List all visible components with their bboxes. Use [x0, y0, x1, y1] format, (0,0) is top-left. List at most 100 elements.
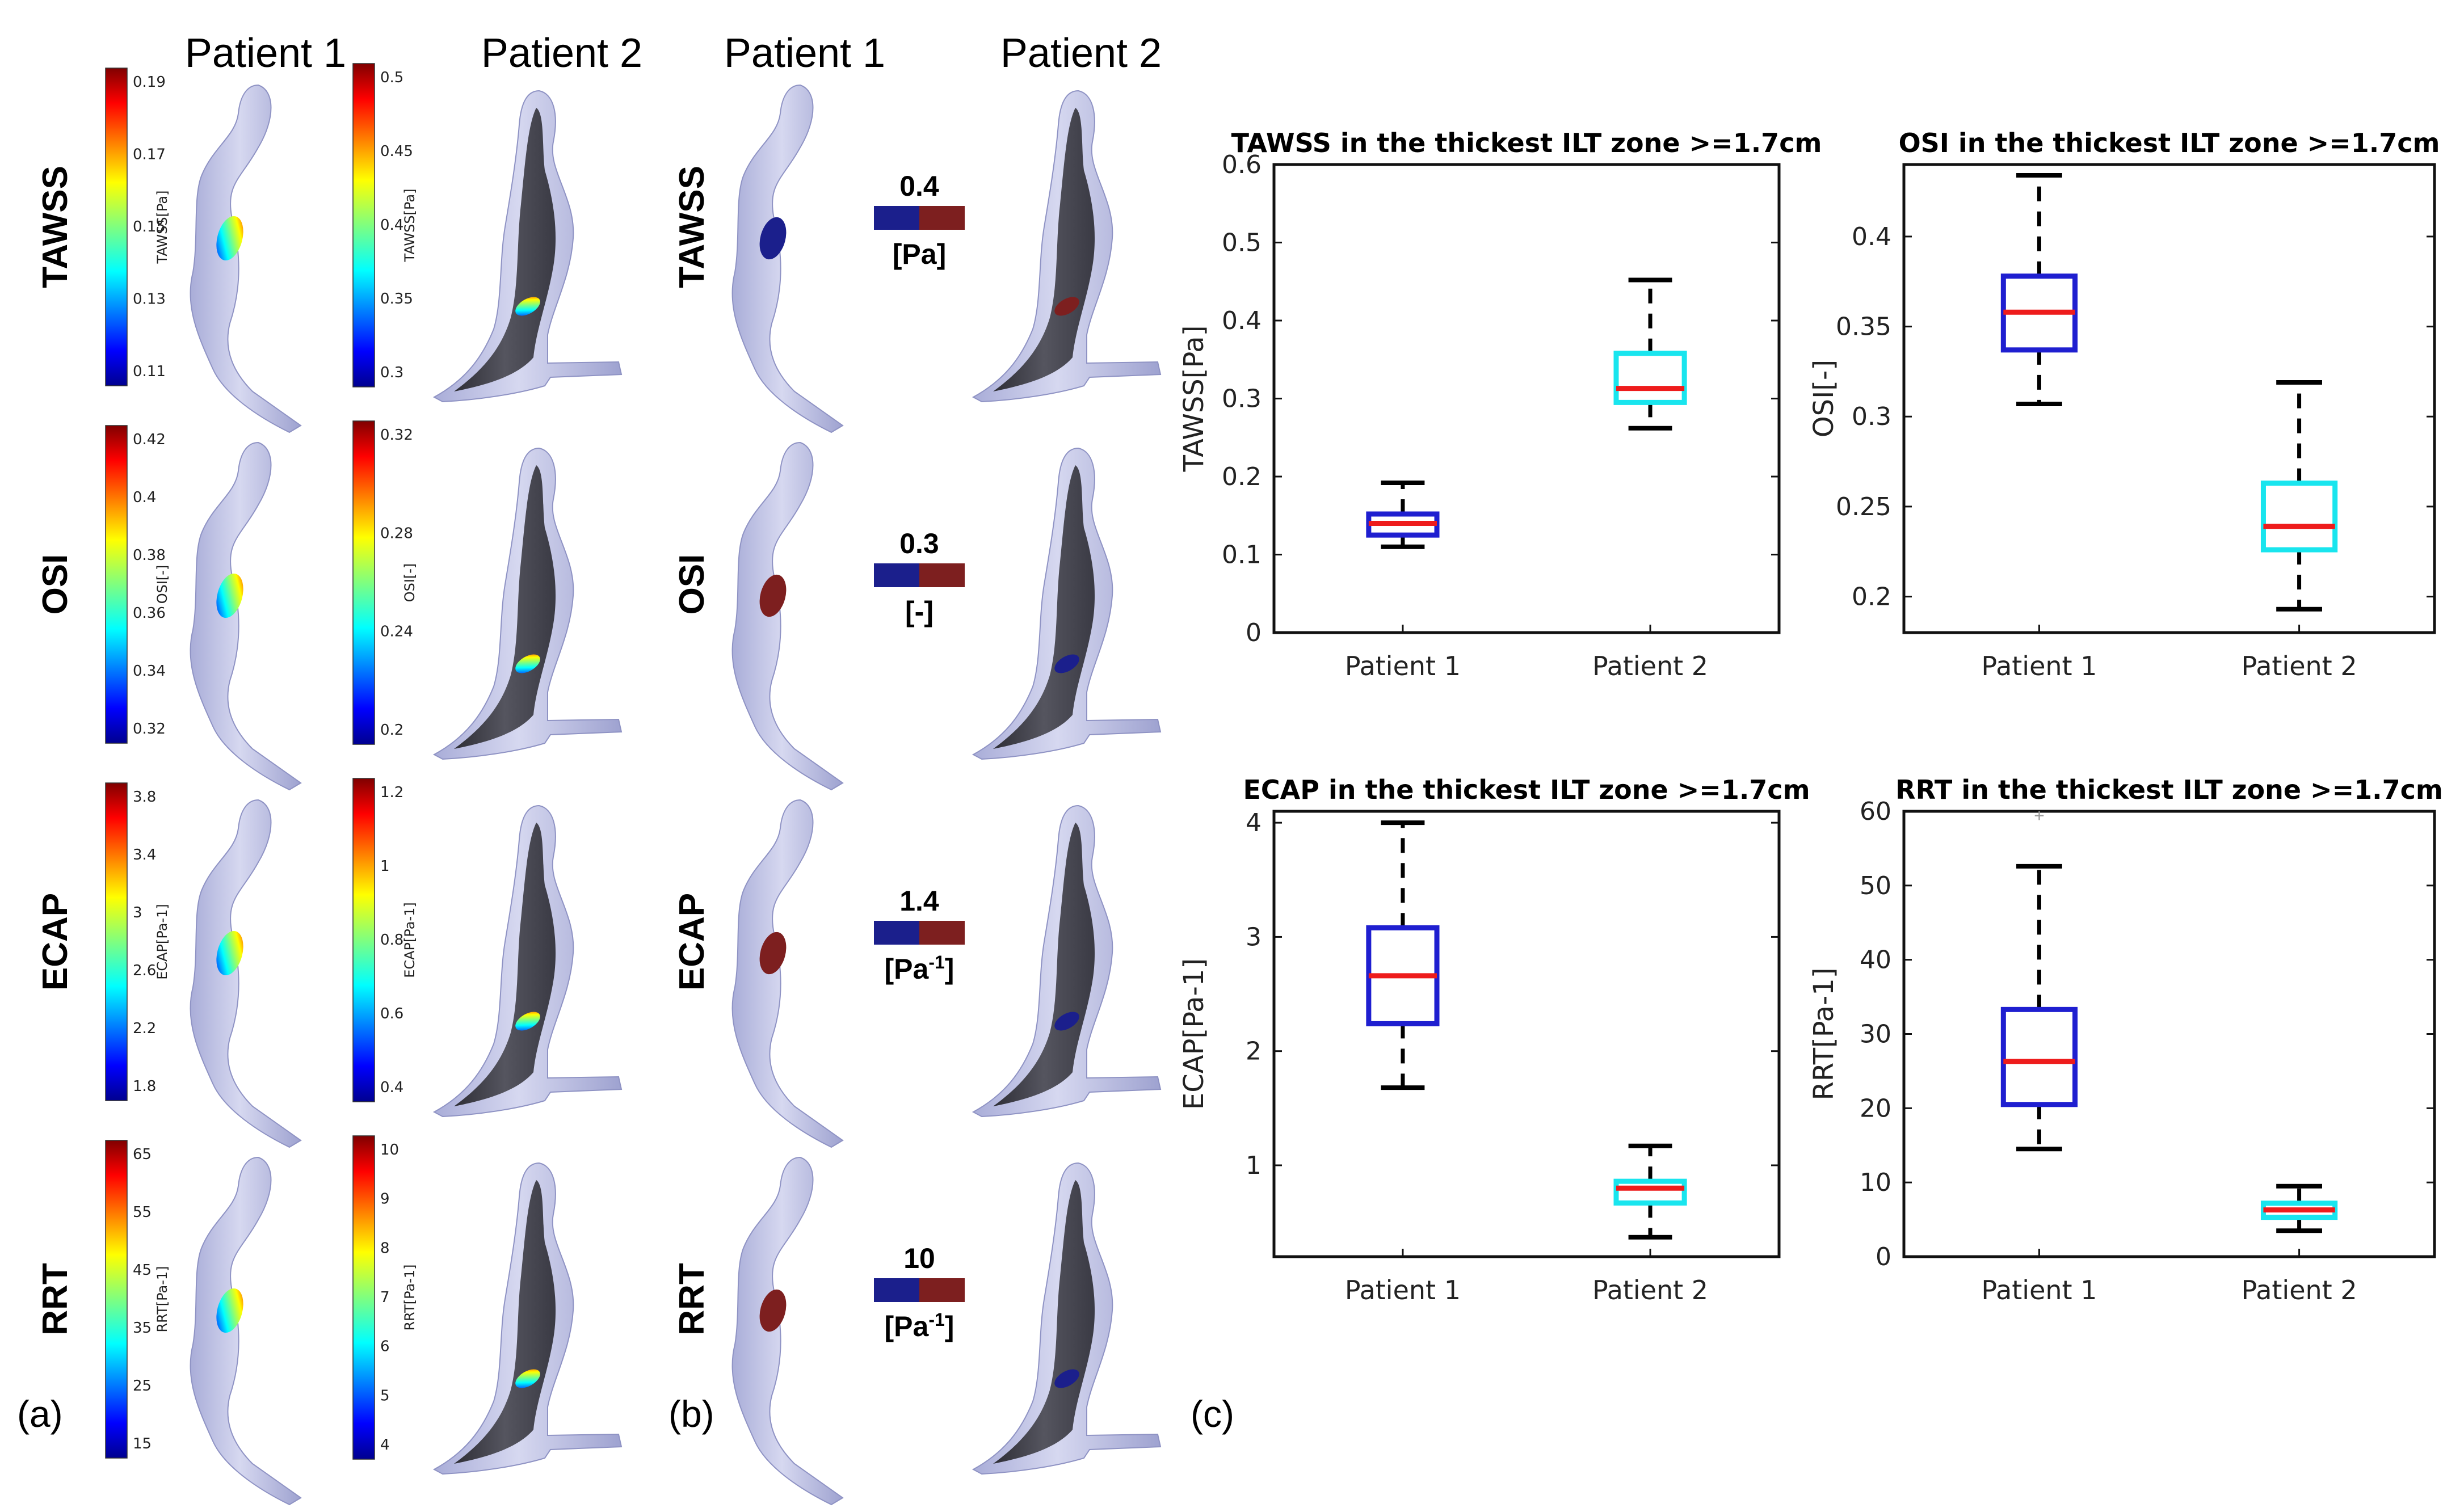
y-tick-label: 0.35 — [1836, 313, 1891, 342]
threshold-patch-b-p1-osi — [759, 574, 787, 617]
colorbar-a-p2-osi-tick: 0.32 — [380, 427, 413, 444]
panel-b-header-patient2: Patient 2 — [1000, 31, 1162, 76]
y-tick-label: 0.1 — [1222, 541, 1262, 570]
threshold-unit-rrt: [Pa-1] — [885, 1309, 955, 1342]
row-label-b-rrt: RRT — [672, 1263, 712, 1336]
y-axis-label: RRT[Pa-1] — [1808, 967, 1840, 1100]
y-tick-label: 60 — [1860, 797, 1891, 826]
threshold-patch-b-p2-osi — [1054, 654, 1079, 673]
x-tick-label: Patient 2 — [2242, 651, 2357, 681]
wss-patch-a-p1-osi — [216, 573, 243, 618]
threshold-unit-osi: [-] — [905, 596, 934, 627]
threshold-value-ecap: 1.4 — [899, 885, 939, 917]
panel-label-a: (a) — [17, 1393, 63, 1435]
outlier-marker: + — [2034, 806, 2045, 826]
colorbar-a-p2-osi-label: OSI[-] — [402, 563, 418, 603]
vessel-a-p2-rrt-lumen — [454, 1180, 556, 1464]
colorbar-a-p2-osi-tick: 0.2 — [380, 722, 403, 739]
chart-title: TAWSS in the thickest ILT zone >=1.7cm — [1231, 128, 1822, 158]
y-tick-label: 20 — [1860, 1094, 1891, 1123]
y-tick-label: 0.5 — [1222, 229, 1262, 258]
y-axis-label: ECAP[Pa-1] — [1178, 958, 1210, 1110]
colorbar-a-p1-rrt-bar — [105, 1140, 128, 1459]
colorbar-a-p2-tawss-tick: 0.3 — [380, 364, 403, 381]
legend-high-swatch-tawss — [919, 206, 965, 230]
boxplot-chart-4: RRT in the thickest ILT zone >=1.7cm 0 10 2… — [1808, 774, 2443, 1305]
colorbar-a-p2-ecap-tick: 0.8 — [380, 932, 403, 949]
colorbar-a-p2-tawss-label: TAWSS[Pa] — [402, 189, 418, 263]
x-tick-label: Patient 1 — [1981, 651, 2097, 681]
box-patient-2 — [1613, 277, 1687, 431]
colorbar-a-p1-tawss-tick: 0.17 — [133, 146, 166, 163]
vessel-b-p1-ecap — [731, 799, 844, 1148]
colorbar-a-p1-rrt-tick: 15 — [133, 1435, 152, 1452]
colorbar-a-p1-osi-tick: 0.38 — [133, 547, 166, 564]
vessel-a-p1-tawss — [190, 84, 302, 433]
panel-b-row-rrt: RRT 10 [Pa-1] — [672, 1156, 1162, 1506]
boxplot-chart-3: ECAP in the thickest ILT zone >=1.7cm 1 2 3… — [1178, 774, 1810, 1305]
colorbar-a-p1-tawss-tick: 0.13 — [133, 291, 166, 308]
x-tick-label: Patient 1 — [1345, 1275, 1461, 1305]
panels-a-b: Patient 1 Patient 2 Patient 1 Patient 2TAWS… — [17, 31, 1234, 1506]
colorbar-a-p1-tawss-tick: 0.11 — [133, 363, 166, 380]
colorbar-a-p2-tawss-tick: 0.45 — [380, 143, 413, 160]
threshold-patch-b-p1-tawss — [759, 217, 787, 260]
legend-low-swatch-tawss — [874, 206, 919, 230]
threshold-value-rrt: 10 — [903, 1242, 935, 1274]
vessel-a-p2-ecap-lumen — [454, 823, 556, 1106]
vessel-b-p2-osi-lumen — [993, 465, 1095, 749]
y-axis-label: TAWSS[Pa] — [1178, 326, 1210, 473]
row-label-b-ecap: ECAP — [672, 893, 712, 991]
wss-patch-a-p2-osi — [515, 654, 540, 673]
colorbar-a-p2-osi-tick: 0.28 — [380, 525, 413, 542]
panel-a-row-rrt: RRT655545352515RRT[Pa-1]10987654RRT[Pa-1… — [36, 1135, 623, 1506]
colorbar-a-p2-ecap-label: ECAP[Pa-1] — [402, 902, 418, 978]
y-tick-label: 10 — [1860, 1168, 1891, 1197]
threshold-patch-b-p1-ecap — [759, 932, 787, 975]
row-label-a-osi: OSI — [36, 554, 75, 615]
wss-patch-a-p2-tawss — [515, 297, 540, 316]
vessel-a-p1-ecap — [190, 799, 302, 1148]
boxplot-chart-2: OSI in the thickest ILT zone >=1.7cm 0.2 0… — [1808, 128, 2440, 681]
y-tick-label: 50 — [1860, 871, 1891, 900]
colorbar-a-p2-rrt-tick: 5 — [380, 1387, 390, 1404]
x-tick-label: Patient 2 — [1592, 1275, 1708, 1305]
iqr-box — [1613, 1178, 1687, 1206]
threshold-unit-ecap: [Pa-1] — [885, 952, 955, 985]
colorbar-a-p1-ecap-tick: 3.4 — [133, 846, 156, 863]
colorbar-a-p1-osi-bar — [105, 425, 128, 744]
vessel-a-p1-osi — [190, 441, 302, 791]
y-tick-label: 0.3 — [1222, 385, 1262, 414]
y-tick-label: 30 — [1860, 1020, 1891, 1049]
threshold-value-tawss: 0.4 — [899, 170, 939, 202]
vessel-b-p2-rrt-lumen — [993, 1180, 1095, 1464]
y-tick-label: 40 — [1860, 946, 1891, 975]
legend-high-swatch-ecap — [919, 921, 965, 945]
wss-patch-a-p1-tawss — [216, 216, 243, 261]
panel-a-header-patient1: Patient 1 — [185, 31, 346, 76]
y-tick-label: 0.6 — [1222, 150, 1262, 179]
vessel-b-p2-tawss-lumen — [993, 108, 1095, 391]
row-label-b-tawss: TAWSS — [672, 166, 712, 288]
threshold-patch-b-p1-rrt — [759, 1289, 787, 1332]
panel-a-row-ecap: ECAP 3.8 3.4 3 2.6 2.2 1.8 ECAP[Pa-1] 1.2 1 0.8 0.6… — [36, 778, 623, 1148]
y-tick-label: 4 — [1246, 808, 1262, 837]
iqr-box — [2260, 481, 2338, 553]
chart-title: ECAP in the thickest ILT zone >=1.7cm — [1243, 774, 1810, 805]
colorbar-a-p1-rrt-tick: 45 — [133, 1262, 152, 1279]
colorbar-a-p2-rrt-label: RRT[Pa-1] — [402, 1264, 418, 1330]
box-patient-1 — [1366, 481, 1440, 549]
threshold-unit-tawss: [Pa] — [893, 238, 946, 270]
colorbar-a-p2-ecap-bar — [352, 778, 375, 1102]
panel-b-row-ecap: ECAP 1.4 [Pa-1] — [672, 799, 1162, 1148]
colorbar-a-p2-osi-bar — [352, 420, 375, 745]
y-axis-label: OSI[-] — [1808, 360, 1840, 437]
colorbar-a-p1-tawss-tick: 0.15 — [133, 218, 166, 235]
colorbar-a-p1-tawss-bar — [105, 68, 128, 386]
vessel-a-p2-osi-lumen — [454, 465, 556, 749]
colorbar-a-p1-ecap-tick: 2.2 — [133, 1020, 156, 1037]
colorbar-a-p1-ecap-bar — [105, 782, 128, 1101]
vessel-a-p1-rrt — [190, 1156, 302, 1506]
y-tick-label: 1 — [1246, 1151, 1262, 1180]
panel-b-row-osi: OSI 0.3 [-] — [672, 441, 1162, 791]
